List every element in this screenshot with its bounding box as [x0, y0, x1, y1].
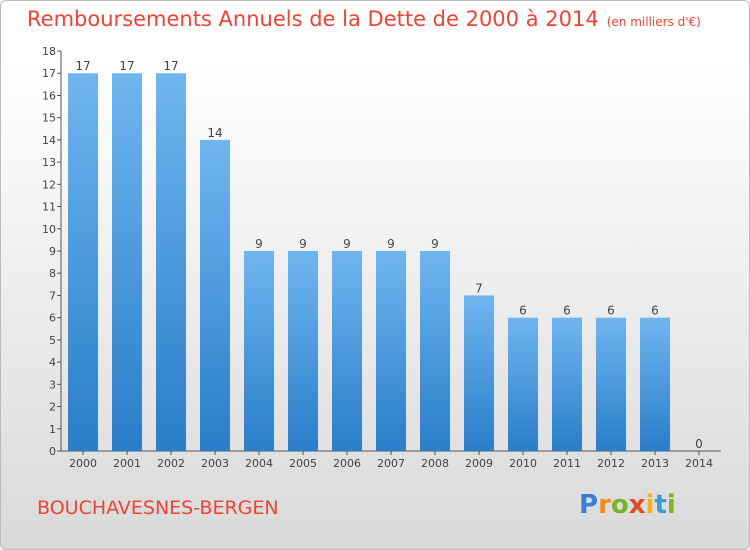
logo-letter: r: [598, 490, 611, 520]
bar-value-label: 17: [163, 59, 178, 73]
x-tick-label: 2005: [289, 457, 317, 470]
logo-letter: i: [666, 490, 676, 520]
bar-value-label: 14: [207, 126, 222, 140]
bar-value-label: 6: [651, 304, 659, 318]
y-tick-label: 6: [49, 312, 56, 325]
bar: [156, 73, 186, 451]
y-tick-label: 8: [49, 267, 56, 280]
y-tick-label: 16: [42, 89, 56, 102]
y-tick-label: 13: [42, 156, 56, 169]
bar: [508, 317, 538, 451]
bar-value-label: 17: [119, 59, 134, 73]
bar: [332, 251, 362, 451]
bar: [464, 295, 494, 451]
chart-title-text: Remboursements Annuels de la Dette de 20…: [27, 7, 599, 31]
bar: [244, 251, 274, 451]
x-tick-label: 2011: [553, 457, 581, 470]
x-tick-label: 2010: [509, 457, 537, 470]
x-tick-label: 2006: [333, 457, 361, 470]
logo-letter: t: [654, 490, 667, 520]
logo-letter: P: [579, 490, 599, 520]
bar-value-label: 6: [519, 304, 527, 318]
x-tick-label: 2000: [69, 457, 97, 470]
y-tick-label: 18: [42, 45, 56, 58]
bar-value-label: 9: [255, 237, 263, 251]
x-tick-label: 2012: [597, 457, 625, 470]
bar-value-label: 0: [695, 437, 703, 451]
x-tick-label: 2003: [201, 457, 229, 470]
x-tick-label: 2013: [641, 457, 669, 470]
x-tick-label: 2014: [685, 457, 713, 470]
chart-title: Remboursements Annuels de la Dette de 20…: [27, 7, 701, 31]
bar: [200, 139, 230, 451]
y-tick-label: 9: [49, 245, 56, 258]
y-tick-label: 3: [49, 378, 56, 391]
bar-value-label: 9: [343, 237, 351, 251]
x-tick-label: 2004: [245, 457, 273, 470]
y-tick-label: 17: [42, 67, 56, 80]
bar-value-label: 17: [75, 59, 90, 73]
bar: [112, 73, 142, 451]
bar-value-label: 7: [475, 281, 483, 295]
x-tick-label: 2001: [113, 457, 141, 470]
bar-value-label: 9: [431, 237, 439, 251]
x-tick-label: 2007: [377, 457, 405, 470]
y-tick-label: 14: [42, 134, 56, 147]
bar: [376, 251, 406, 451]
x-tick-label: 2008: [421, 457, 449, 470]
y-tick-label: 15: [42, 112, 56, 125]
data-labels: 17 17 17 14 9 9 9 9 9 7 6 6 6 6 0: [75, 59, 702, 451]
x-tick-label: 2002: [157, 457, 185, 470]
logo-letter: x: [628, 490, 646, 520]
logo-letter: o: [610, 490, 629, 520]
y-tick-label: 1: [49, 423, 56, 436]
y-tick-label: 10: [42, 223, 56, 236]
commune-name: BOUCHAVESNES-BERGEN: [37, 497, 279, 519]
y-tick-label: 7: [49, 289, 56, 302]
bar-value-label: 9: [387, 237, 395, 251]
bar: [552, 317, 582, 451]
logo-letter: i: [645, 490, 655, 520]
y-tick-label: 4: [49, 356, 56, 369]
x-tick-label: 2009: [465, 457, 493, 470]
bar: [640, 317, 670, 451]
y-tick-label: 12: [42, 178, 56, 191]
bars: [68, 73, 670, 451]
bar-value-label: 6: [563, 304, 571, 318]
y-tick-label: 2: [49, 401, 56, 414]
bar-value-label: 9: [299, 237, 307, 251]
proxiti-logo: Proxiti: [579, 490, 676, 520]
bar-value-label: 6: [607, 304, 615, 318]
bar: [288, 251, 318, 451]
bar: [596, 317, 626, 451]
bar: [420, 251, 450, 451]
chart-unit: (en milliers d'€): [606, 15, 701, 29]
y-tick-label: 11: [42, 201, 56, 214]
bar: [68, 73, 98, 451]
y-tick-label: 0: [49, 445, 56, 458]
y-tick-label: 5: [49, 334, 56, 347]
